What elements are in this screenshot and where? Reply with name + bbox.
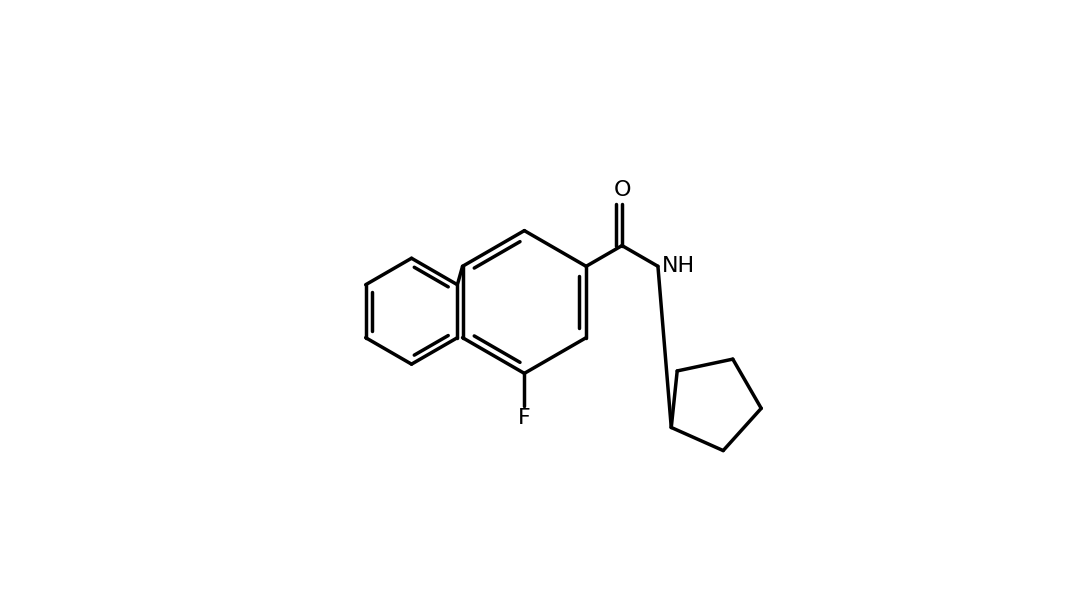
Text: O: O bbox=[614, 179, 631, 200]
Text: F: F bbox=[518, 408, 531, 428]
Text: NH: NH bbox=[661, 257, 695, 276]
